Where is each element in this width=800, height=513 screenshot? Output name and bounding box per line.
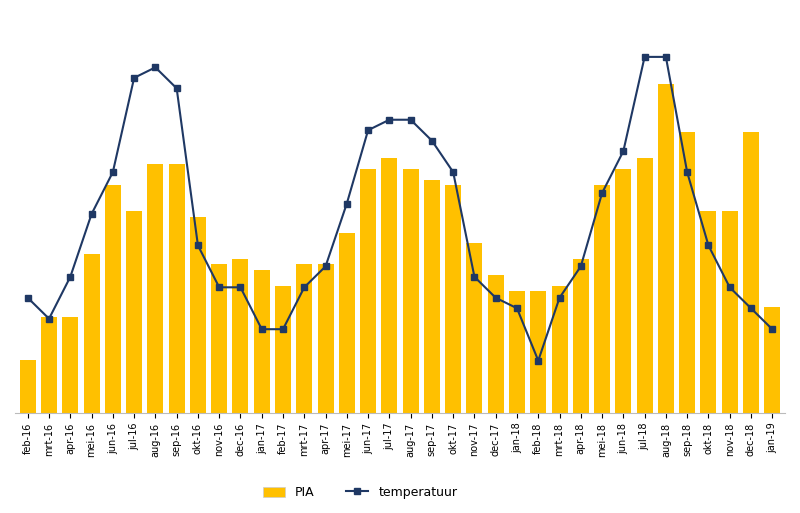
- Bar: [41, 318, 57, 413]
- Bar: [594, 185, 610, 413]
- Bar: [679, 132, 695, 413]
- Bar: [551, 286, 567, 413]
- Bar: [105, 185, 121, 413]
- Bar: [764, 307, 780, 413]
- Bar: [339, 232, 354, 413]
- Bar: [722, 211, 738, 413]
- Bar: [318, 264, 334, 413]
- Bar: [701, 211, 717, 413]
- Bar: [126, 211, 142, 413]
- Bar: [20, 360, 36, 413]
- Bar: [275, 286, 291, 413]
- Bar: [424, 180, 440, 413]
- Bar: [530, 291, 546, 413]
- Bar: [190, 216, 206, 413]
- Bar: [296, 264, 312, 413]
- Bar: [233, 259, 249, 413]
- Bar: [147, 164, 163, 413]
- Bar: [382, 159, 398, 413]
- Bar: [743, 132, 759, 413]
- Bar: [360, 169, 376, 413]
- Bar: [211, 264, 227, 413]
- Bar: [62, 318, 78, 413]
- Bar: [169, 164, 185, 413]
- Bar: [509, 291, 525, 413]
- Bar: [658, 84, 674, 413]
- Bar: [83, 254, 99, 413]
- Bar: [637, 159, 653, 413]
- Legend: PIA, temperatuur: PIA, temperatuur: [258, 481, 462, 504]
- Bar: [402, 169, 418, 413]
- Bar: [254, 270, 270, 413]
- Bar: [446, 185, 461, 413]
- Bar: [573, 259, 589, 413]
- Bar: [466, 243, 482, 413]
- Bar: [615, 169, 631, 413]
- Bar: [488, 275, 504, 413]
